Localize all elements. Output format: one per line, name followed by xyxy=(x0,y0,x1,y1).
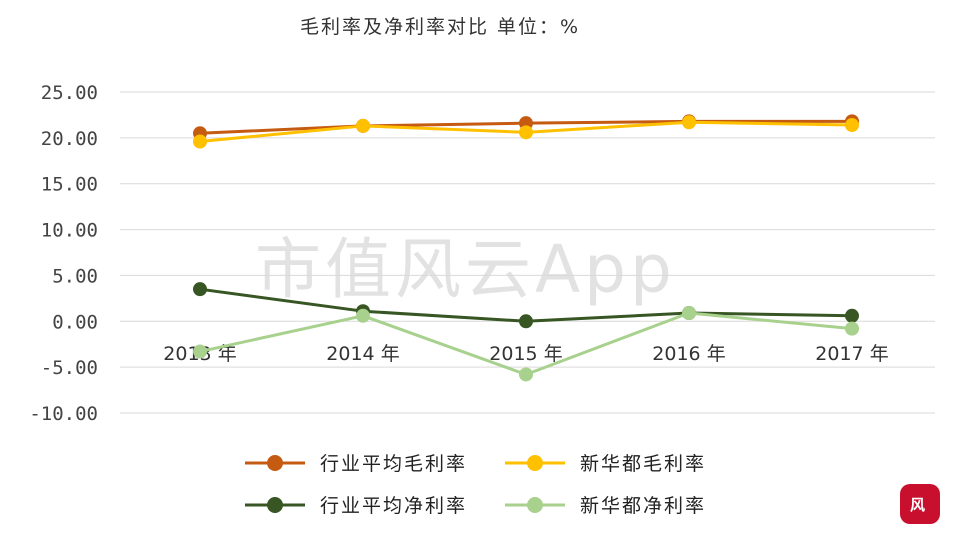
x-tick-label: 2015 年 xyxy=(489,343,562,365)
data-point xyxy=(845,308,859,323)
watermark: 市值风云App xyxy=(255,231,676,308)
legend-item: 新华都净利率 xyxy=(505,495,706,517)
data-point xyxy=(193,134,207,149)
y-tick-label: 20.00 xyxy=(41,128,98,150)
y-axis-ticks: 25.00 20.00 15.00 10.00 5.00 0.00 -5.00 -10.00 xyxy=(29,82,98,425)
legend-swatch-marker xyxy=(527,497,543,513)
series-4 xyxy=(193,306,859,382)
x-tick-label: 2016 年 xyxy=(652,343,725,365)
y-tick-label: 5.00 xyxy=(52,265,98,287)
legend-swatch-marker xyxy=(267,497,283,513)
data-point xyxy=(682,306,696,321)
y-tick-label: -10.00 xyxy=(29,403,98,425)
y-tick-label: -5.00 xyxy=(41,357,98,379)
data-point xyxy=(682,115,696,130)
data-point xyxy=(356,308,370,323)
y-tick-label: 25.00 xyxy=(41,82,98,104)
series-2 xyxy=(193,115,859,149)
data-point xyxy=(193,282,207,297)
series-layer xyxy=(193,114,859,382)
brand-logo-badge xyxy=(900,484,940,524)
legend-label: 行业平均净利率 xyxy=(320,495,467,517)
brand-logo-text: 风 xyxy=(910,496,925,514)
data-point xyxy=(845,118,859,133)
data-point xyxy=(356,118,370,133)
y-tick-label: 10.00 xyxy=(41,220,98,242)
data-point xyxy=(519,314,533,329)
x-axis-ticks: 2013 年 2014 年 2015 年 2016 年 2017 年 xyxy=(163,343,888,365)
chart-title: 毛利率及净利率对比 单位：% xyxy=(300,16,580,38)
x-tick-label: 2014 年 xyxy=(326,343,399,365)
y-tick-label: 15.00 xyxy=(41,174,98,196)
legend-swatch-marker xyxy=(267,455,283,471)
legend-item: 新华都毛利率 xyxy=(505,453,706,475)
data-point xyxy=(193,344,207,359)
y-tick-label: 0.00 xyxy=(52,311,98,333)
legend-item: 行业平均净利率 xyxy=(245,495,467,517)
legend-label: 行业平均毛利率 xyxy=(320,453,467,475)
data-point xyxy=(519,367,533,382)
legend-swatch-marker xyxy=(527,455,543,471)
brand-logo: 风 xyxy=(900,484,940,524)
data-point xyxy=(519,125,533,140)
legend-item: 行业平均毛利率 xyxy=(245,453,467,475)
x-tick-label: 2017 年 xyxy=(815,343,888,365)
legend-label: 新华都毛利率 xyxy=(580,453,706,475)
legend-label: 新华都净利率 xyxy=(580,495,706,517)
data-point xyxy=(845,321,859,336)
